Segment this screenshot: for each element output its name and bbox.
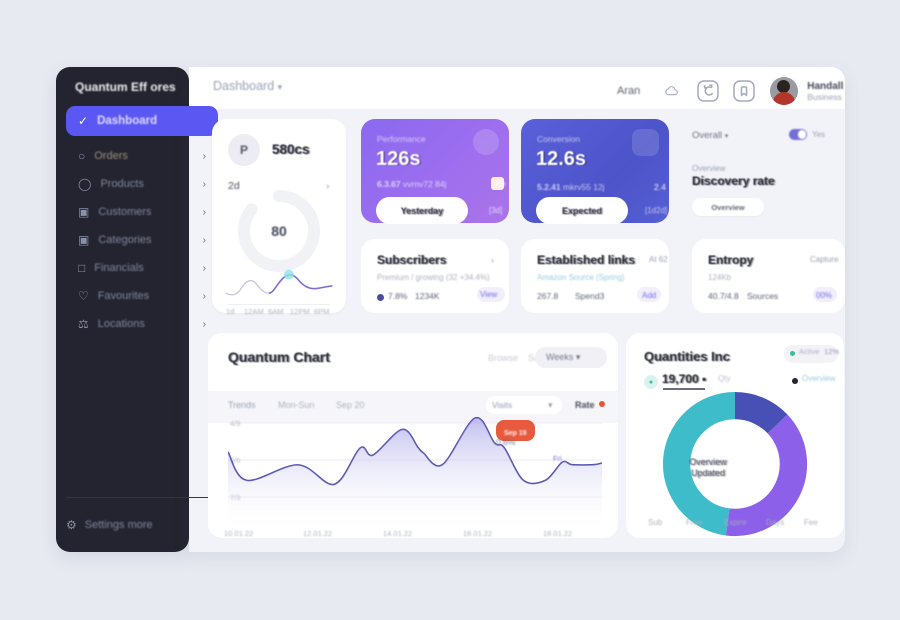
svg-text:4/9: 4/9 <box>230 419 240 428</box>
svg-text:80: 80 <box>271 223 287 239</box>
